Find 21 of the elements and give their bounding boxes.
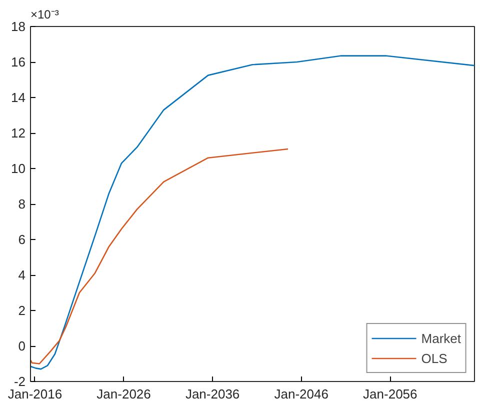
y-tick-label: 8: [18, 196, 26, 212]
x-tick-label: Jan-2036: [185, 386, 240, 402]
y-tick-label: 18: [11, 19, 26, 34]
x-tick-label: Jan-2056: [363, 386, 418, 402]
y-tick-label: 12: [11, 126, 26, 140]
legend-label: OLS: [421, 350, 448, 366]
x-tick-label: Jan-2026: [96, 386, 151, 402]
y-tick-label: 4: [18, 268, 26, 282]
y-tick-label: 0: [18, 338, 26, 354]
legend-label: Market: [421, 330, 461, 346]
line-series: [30, 55, 474, 370]
y-tick-label: 14: [11, 90, 26, 105]
y-tick-label: 10: [11, 161, 26, 176]
y-tick-label: 2: [18, 303, 26, 318]
x-tick-label: Jan-2046: [274, 386, 328, 402]
y-tick-label: 16: [11, 54, 26, 70]
y-tick-label: -2: [14, 374, 26, 389]
text: ×10⁻³: [30, 8, 59, 22]
x-tick-label: Jan-2016: [8, 386, 62, 402]
line-series: [30, 148, 289, 364]
y-tick-label: 6: [18, 232, 26, 247]
